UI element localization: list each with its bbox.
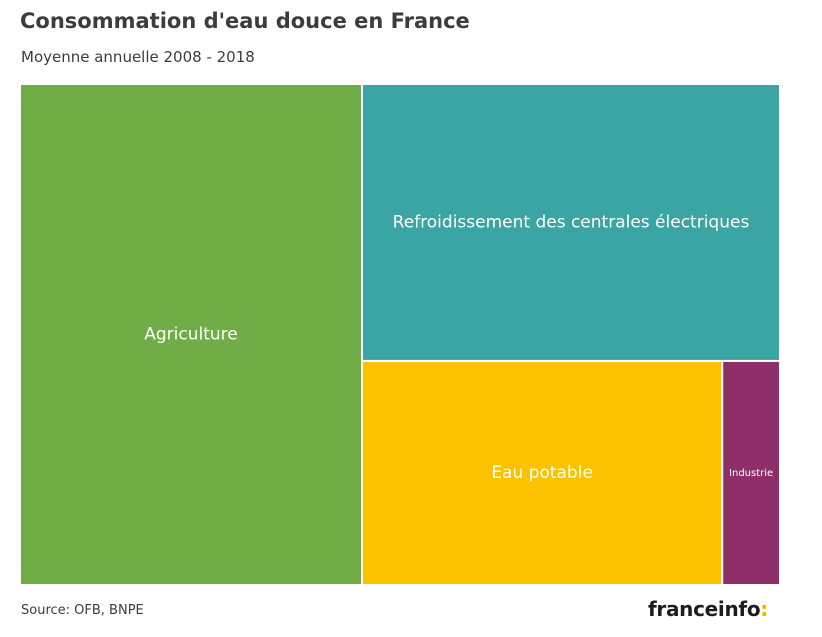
treemap-label-refroidissement: Refroidissement des centrales électrique… [393,212,750,232]
treemap-tile-agriculture [21,85,361,584]
chart-subtitle: Moyenne annuelle 2008 - 2018 [21,48,255,66]
treemap-label-industrie: Industrie [729,468,773,479]
logo-colon: : [760,597,768,621]
chart-title: Consommation d'eau douce en France [20,9,470,33]
logo-text: franceinfo [648,597,761,621]
treemap-tile-eau-potable [363,361,722,584]
treemap-label-eau-potable: Eau potable [491,463,593,483]
source-note: Source: OFB, BNPE [21,603,144,618]
franceinfo-logo: franceinfo: [648,597,768,621]
treemap-chart: Agriculture Refroidissement des centrales… [21,85,779,584]
treemap-tile-refroidissement [363,85,779,360]
treemap-label-agriculture: Agriculture [144,325,238,345]
treemap-tile-industrie [723,361,779,584]
